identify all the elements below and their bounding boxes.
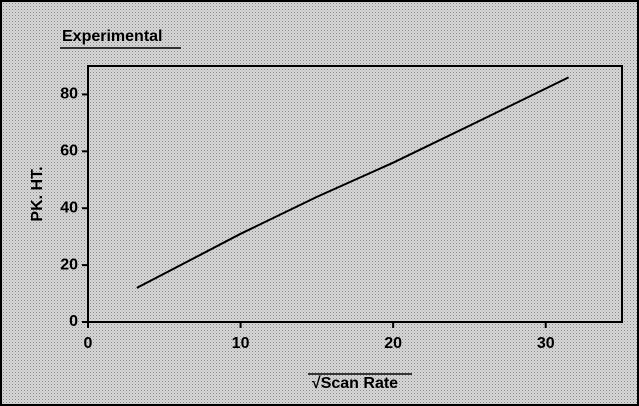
plot-frame	[87, 65, 623, 323]
x-tick-label: 30	[537, 335, 555, 352]
data-line	[136, 76, 570, 289]
x-axis-label: √Scan Rate	[312, 375, 398, 392]
x-tick-label: 0	[84, 335, 93, 352]
x-tick-label: 20	[384, 335, 402, 352]
y-axis-label: PK. HT.	[29, 166, 46, 221]
y-tick-label: 60	[60, 143, 78, 160]
y-tick-label: 40	[60, 199, 78, 216]
y-tick-label: 0	[69, 313, 78, 330]
x-tick-label: 10	[232, 335, 250, 352]
chart-title: Experimental	[62, 28, 162, 45]
y-tick-label: 20	[60, 256, 78, 273]
y-tick-label: 80	[60, 86, 78, 103]
